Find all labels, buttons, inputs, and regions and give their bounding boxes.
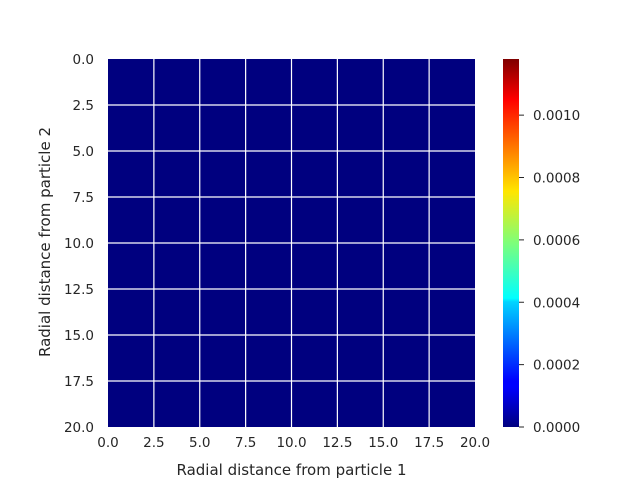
plot-area: 0.0 2.5 5.0 7.5 10.0 12.5 15.0 17.5 20.00.02.55.… <box>64 52 490 451</box>
x-tick-label: 17.5 <box>414 435 444 451</box>
colorbar-tick-label: 0.0010 <box>533 108 580 124</box>
y-tick-label: 17.5 <box>64 374 94 390</box>
colorbar-gradient <box>503 59 519 427</box>
y-axis-label: Radial distance from particle 2 <box>36 127 54 357</box>
colorbar-tick-label: 0.0008 <box>533 171 580 187</box>
y-tick-label: 10.0 <box>64 236 94 252</box>
x-tick-label: 10.0 <box>276 435 306 451</box>
x-tick-label: 7.5 <box>235 435 256 451</box>
y-tick-label: 2.5 <box>73 98 94 114</box>
y-tick-label: 5.0 <box>73 144 94 160</box>
colorbar-tick-label: 0.0002 <box>533 358 580 374</box>
x-tick-label: 12.5 <box>322 435 352 451</box>
y-tick-label: 7.5 <box>73 190 94 206</box>
x-tick-label: 0.0 <box>97 435 118 451</box>
colorbar-tick-label: 0.0006 <box>533 233 580 249</box>
x-tick-label: 15.0 <box>368 435 398 451</box>
x-tick-label: 2.5 <box>143 435 164 451</box>
y-tick-label: 0.0 <box>73 52 94 68</box>
y-tick-label: 12.5 <box>64 282 94 298</box>
y-tick-label: 20.0 <box>64 420 94 436</box>
x-tick-label: 20.0 <box>460 435 490 451</box>
x-axis-label: Radial distance from particle 1 <box>177 461 407 479</box>
colorbar-tick-label: 0.0000 <box>533 420 580 436</box>
x-tick-label: 5.0 <box>189 435 210 451</box>
y-tick-label: 15.0 <box>64 328 94 344</box>
colorbar: 0.0000 0.0002 0.0004 0.0006 0.0008 0.0010 <box>503 59 580 436</box>
colorbar-tick-label: 0.0004 <box>533 295 580 311</box>
